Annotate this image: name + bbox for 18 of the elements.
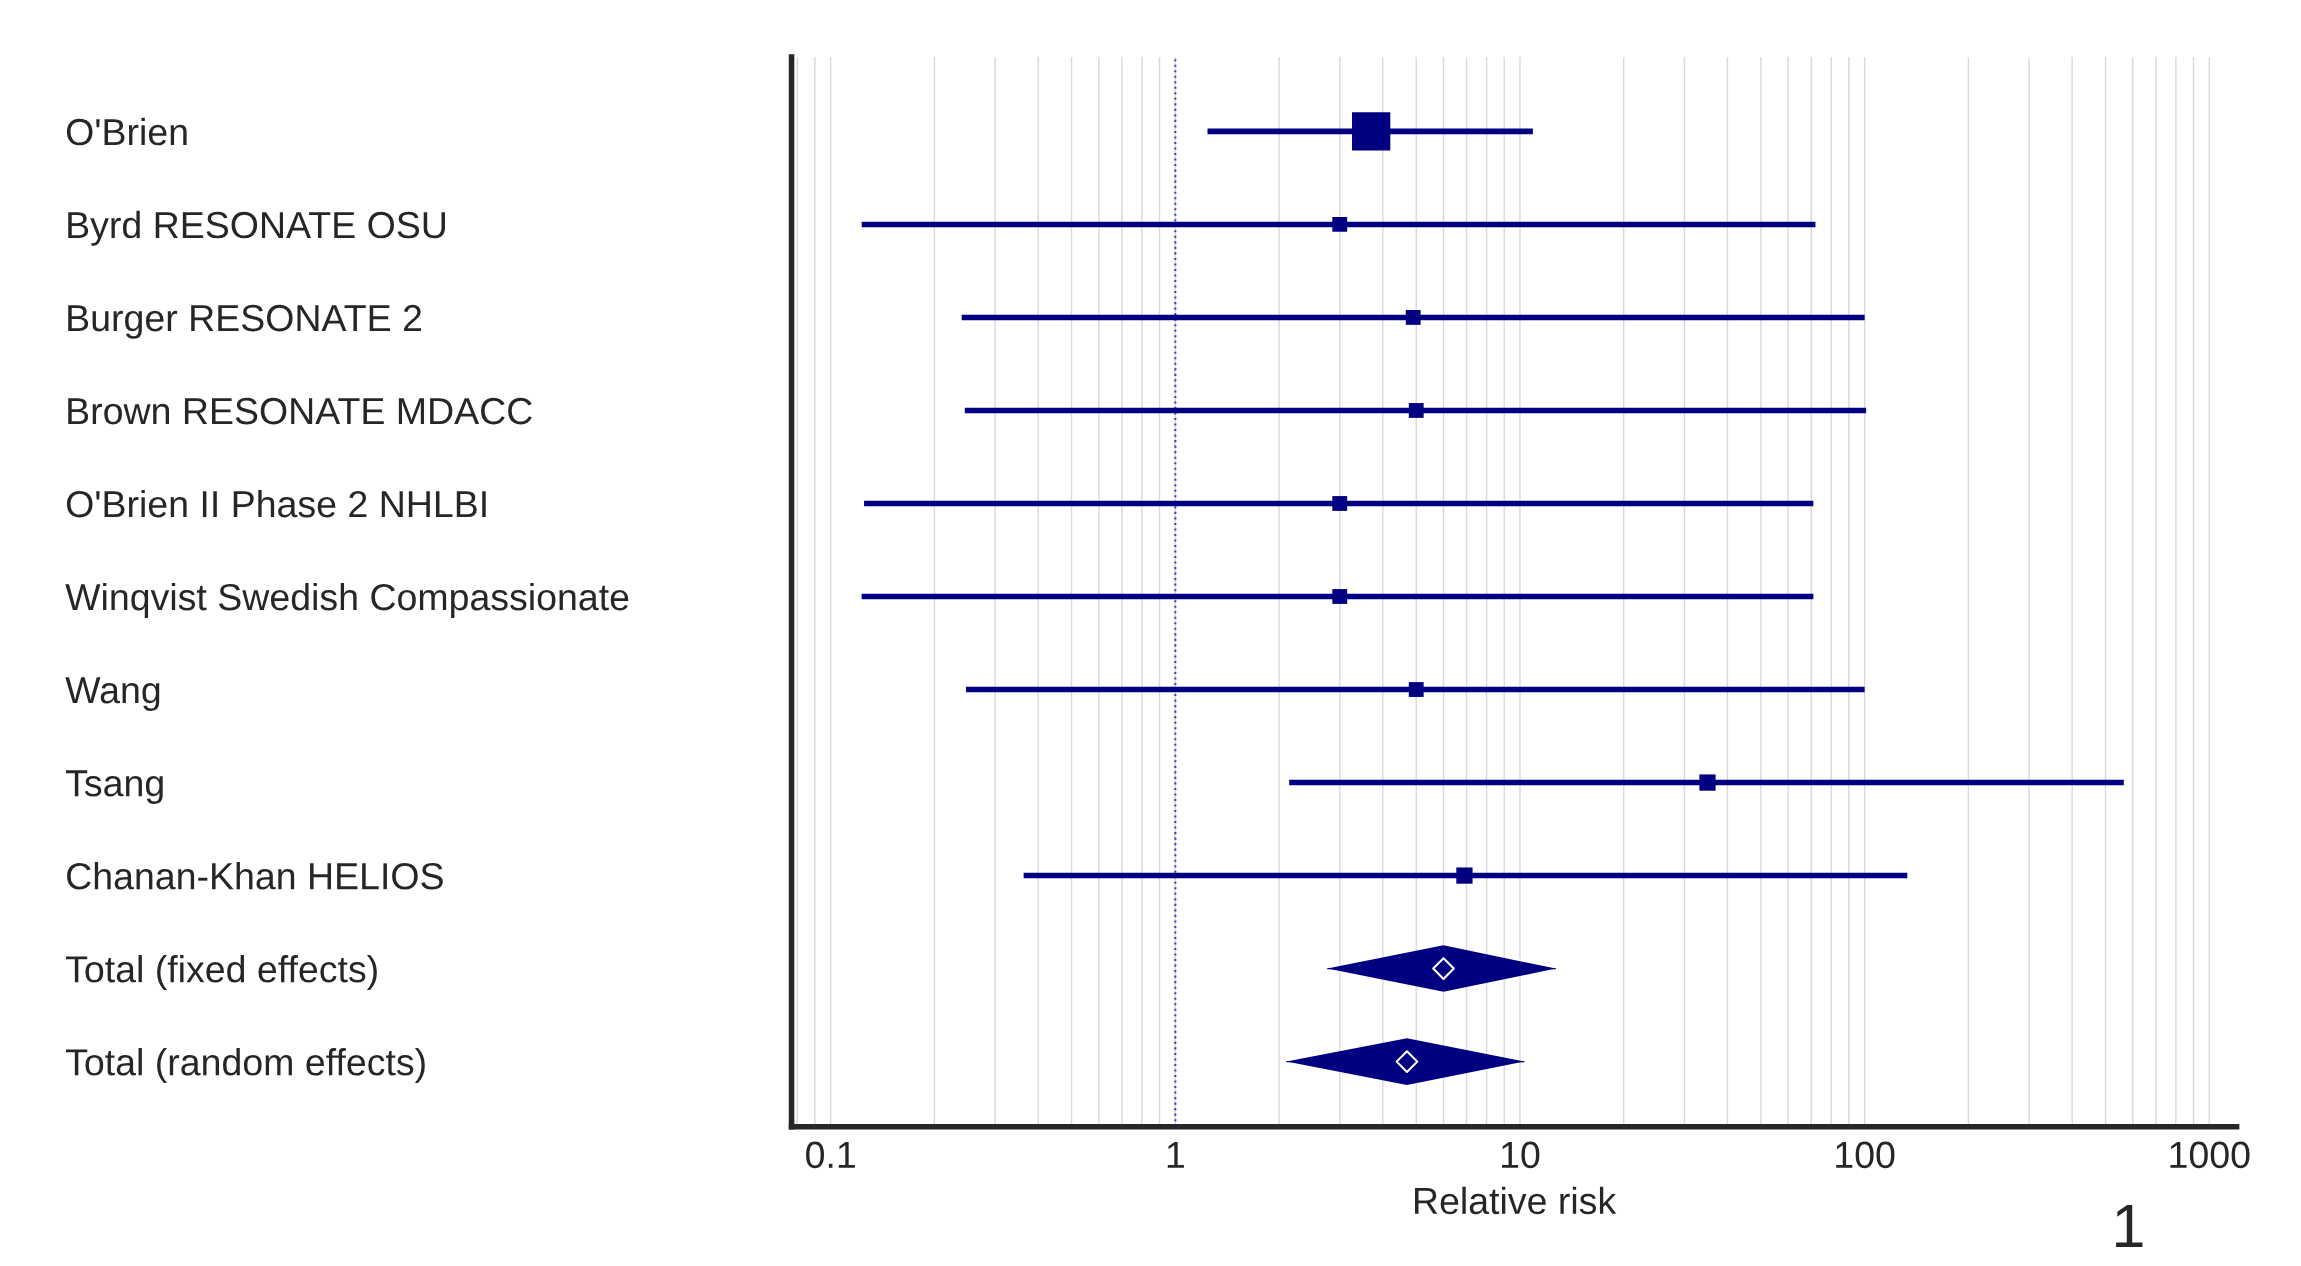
x-tick-label: 0.1 [806,1141,855,1169]
x-tick-label: 1000 [2170,1141,2250,1169]
y-tick-label: O'Brien II Phase 2 NHLBI [66,489,486,518]
y-tick-label: O'Brien [66,117,187,146]
y-tick-label: Winqvist Swedish Compassionate [65,582,629,618]
y-tick-label: Brown RESONATE MDACC [68,397,532,425]
x-tick-label: 10 [1501,1141,1540,1169]
x-axis-title: Relative risk [1415,1186,1617,1215]
x-tick-label: 100 [1836,1141,1895,1169]
y-tick-label: Total (fixed effects) [66,955,377,990]
y-tick-label: Tsang [66,770,163,804]
text: 1 [2116,1204,2143,1247]
y-tick-label: Byrd RESONATE OSU [68,210,445,246]
y-tick-label: Wang [65,677,160,711]
y-tick-label: Chanan-Khan HELIOS [67,861,443,890]
y-tick-label: Burger RESONATE 2 [68,304,422,339]
y-tick-label: Total (random effects) [66,1048,425,1083]
x-tick-label: 1 [1167,1142,1184,1168]
